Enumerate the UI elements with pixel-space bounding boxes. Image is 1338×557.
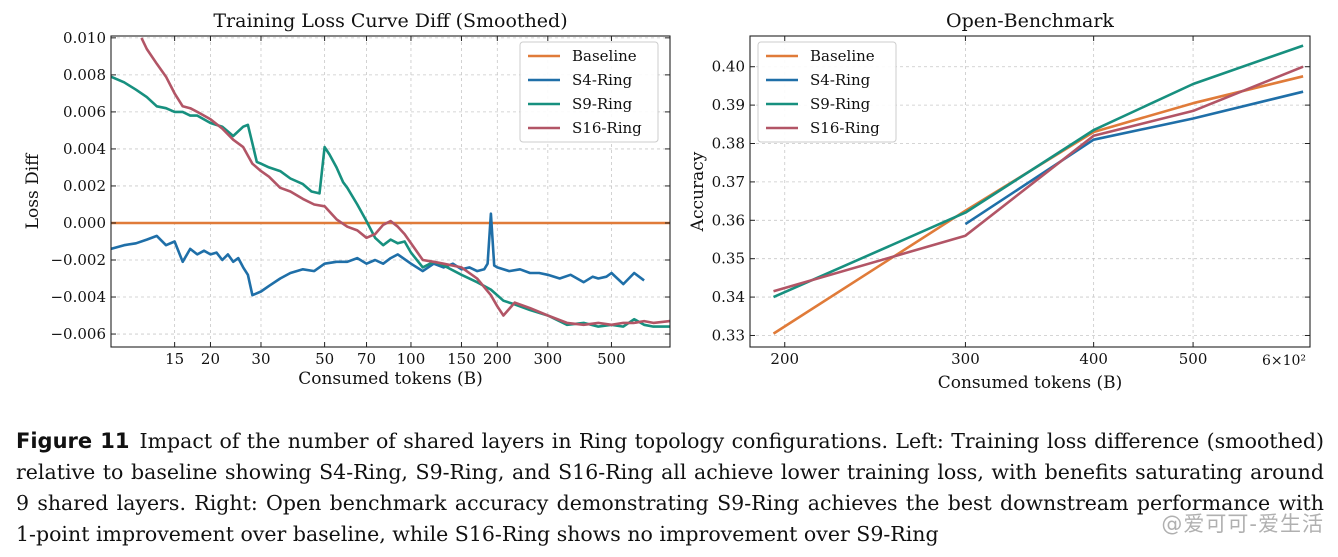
legend-label: S16-Ring (810, 119, 880, 137)
watermark-text: @爱可可-爱生活 (1161, 512, 1324, 536)
x-axis-label: Consumed tokens (B) (938, 373, 1123, 393)
x-tick-label: 50 (315, 350, 334, 368)
y-tick-label: 0.34 (712, 288, 745, 306)
x-tick-label: 500 (1179, 350, 1208, 368)
chart-title: Open-Benchmark (946, 10, 1114, 32)
loss-diff-chart: 0.010 0.008 0.006 0.004 0.002 0.000 −0.002 −0.0… (23, 10, 671, 389)
y-tick-label: 0.37 (712, 173, 745, 191)
legend-label: Baseline (572, 47, 637, 65)
x-tick-label: 500 (597, 350, 626, 368)
series-line-s16-ring (140, 37, 670, 327)
x-tick-label: 300 (533, 350, 562, 368)
legend-label: S9-Ring (572, 95, 633, 113)
legend-label: S4-Ring (810, 71, 871, 89)
x-tick-label: 30 (251, 350, 270, 368)
series-line-baseline (772, 75, 1304, 335)
figure-caption: Figure 11 Impact of the number of shared … (16, 426, 1324, 550)
series-line-s9-ring (772, 44, 1304, 299)
y-tick-label: −0.002 (50, 251, 106, 269)
x-tick-label: 70 (357, 350, 376, 368)
x-tick-label: 150 (447, 350, 476, 368)
x-tick-label: 400 (1079, 350, 1108, 368)
y-tick-label: 0.000 (63, 214, 106, 232)
x-tick-label: 100 (397, 350, 426, 368)
legend-label: S9-Ring (810, 95, 871, 113)
y-tick-label: 0.33 (712, 326, 745, 344)
x-offset-label: 6×10² (1262, 353, 1306, 369)
axes-frame (749, 35, 1311, 348)
y-tick-label: −0.004 (50, 288, 106, 306)
axes-frame (110, 35, 671, 348)
caption-text: Impact of the number of shared layers in… (16, 429, 1325, 546)
x-tick-label: 200 (770, 350, 799, 368)
y-tick-label: 0.004 (63, 140, 106, 158)
y-tick-label: −0.006 (50, 325, 106, 343)
series-line-s16-ring (773, 65, 1304, 293)
y-tick-label: 0.010 (63, 29, 106, 47)
y-tick-label: 0.35 (712, 250, 745, 268)
legend-box (519, 41, 659, 143)
y-tick-label: 0.38 (712, 135, 745, 153)
y-axis-label: Loss Diff (23, 152, 43, 229)
legend-label: Baseline (810, 47, 875, 65)
series-line-s4-ring (964, 90, 1304, 226)
y-tick-label: 0.008 (63, 66, 106, 84)
open-benchmark-chart: 0.33 0.34 0.35 0.36 0.37 0.38 0.39 0.40 200 300 40… (688, 10, 1311, 393)
y-axis-label: Accuracy (688, 151, 708, 232)
figure-label: Figure 11 (16, 429, 130, 453)
x-tick-label: 300 (951, 350, 980, 368)
y-tick-label: 0.36 (712, 211, 745, 229)
y-tick-label: 0.006 (63, 103, 106, 121)
x-tick-label: 200 (483, 350, 512, 368)
x-tick-label: 20 (201, 350, 220, 368)
y-tick-label: 0.39 (712, 96, 745, 114)
x-axis-label: Consumed tokens (B) (298, 369, 483, 389)
legend-label: S4-Ring (572, 71, 633, 89)
series-line-s4-ring (111, 212, 645, 297)
y-tick-label: 0.40 (712, 58, 745, 76)
x-tick-label: 15 (165, 350, 184, 368)
y-tick-label: 0.002 (63, 177, 106, 195)
legend-label: S16-Ring (572, 119, 642, 137)
chart-title: Training Loss Curve Diff (Smoothed) (213, 10, 567, 32)
legend-box (757, 41, 897, 143)
